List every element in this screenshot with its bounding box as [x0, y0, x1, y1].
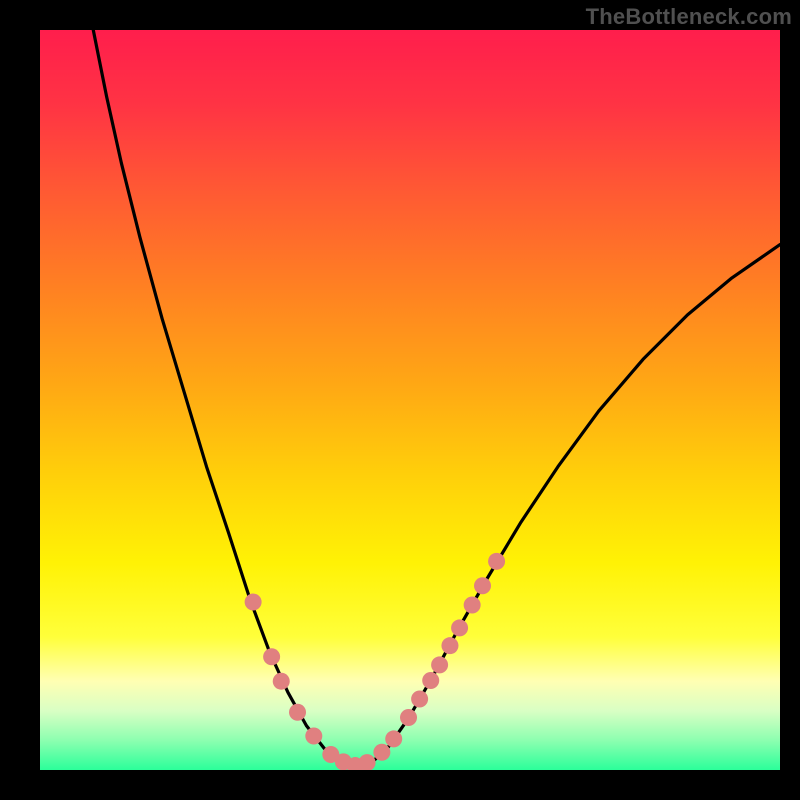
watermark-text: TheBottleneck.com — [586, 4, 792, 30]
curve-marker — [400, 709, 417, 726]
curve-marker — [263, 648, 280, 665]
curve-marker — [474, 577, 491, 594]
curve-marker — [245, 594, 262, 611]
curve-marker — [411, 690, 428, 707]
curve-marker — [289, 704, 306, 721]
curve-marker — [373, 744, 390, 761]
curve-marker — [431, 656, 448, 673]
curve-marker — [464, 596, 481, 613]
curve-marker — [441, 637, 458, 654]
curve-marker — [385, 730, 402, 747]
curve-marker — [488, 553, 505, 570]
curve-marker — [273, 673, 290, 690]
gradient-background — [40, 30, 780, 770]
chart-stage: TheBottleneck.com — [0, 0, 800, 800]
curve-marker — [422, 672, 439, 689]
curve-marker — [305, 727, 322, 744]
curve-marker — [451, 619, 468, 636]
plot-area — [40, 30, 780, 770]
